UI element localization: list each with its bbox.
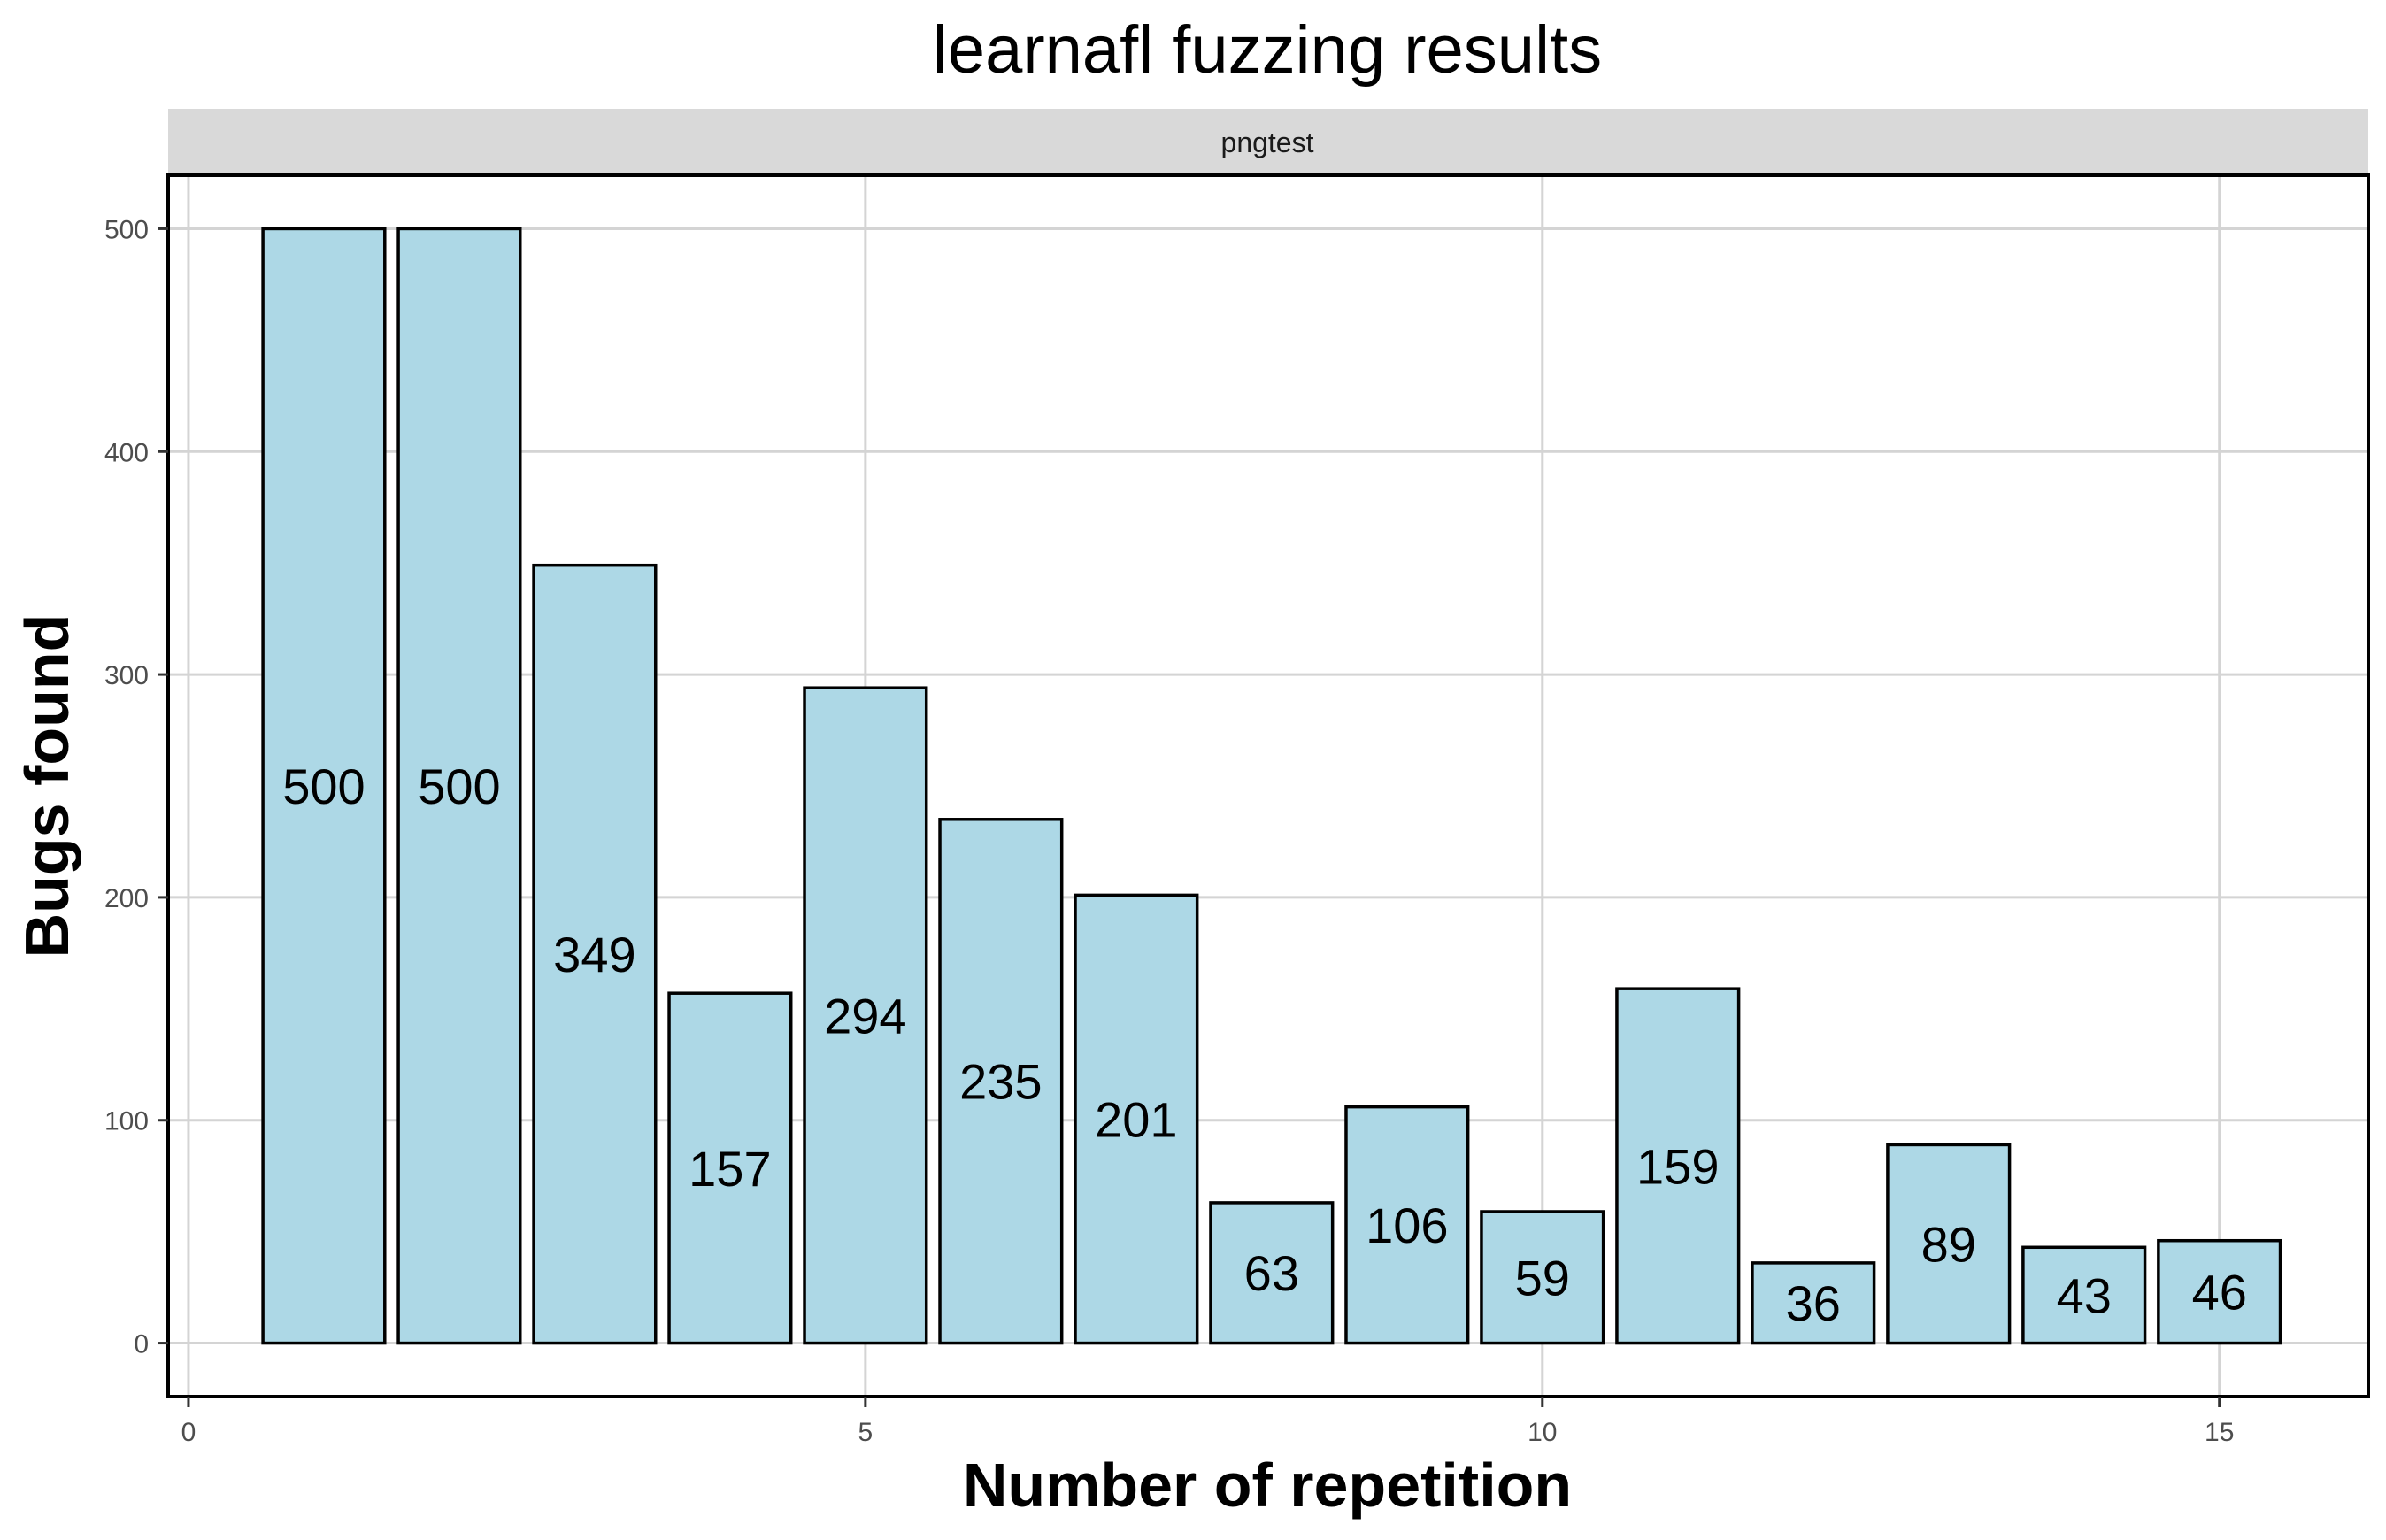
x-axis-ticks: 0 5 10 15: [181, 1397, 2234, 1447]
y-tick-label: 400: [104, 438, 149, 467]
bar-label: 201: [1095, 1091, 1177, 1147]
y-tick-label: 100: [104, 1107, 149, 1136]
bar: [1886, 1143, 2012, 1345]
y-tick-label: 300: [104, 661, 149, 690]
bar: [2021, 1245, 2147, 1345]
bar: [2157, 1238, 2282, 1345]
bar-label: 43: [2057, 1267, 2112, 1323]
bar-label: 36: [1786, 1275, 1841, 1331]
bar: [1209, 1201, 1335, 1345]
bar-label: 159: [1636, 1138, 1719, 1194]
chart-title: learnafl fuzzing results: [933, 12, 1602, 88]
y-axis-title: Bugs found: [12, 614, 81, 959]
bar-label: 59: [1515, 1250, 1570, 1305]
x-tick-label: 10: [1528, 1418, 1557, 1447]
bar-label: 89: [1921, 1217, 1976, 1273]
bar-label: 235: [959, 1054, 1042, 1110]
bar: [803, 686, 928, 1345]
bar: [1615, 987, 1741, 1345]
bar-label: 157: [689, 1141, 771, 1197]
y-axis-ticks: 0 100 200 300 400 500: [104, 215, 168, 1359]
bar: [1074, 893, 1199, 1345]
bars: [261, 227, 2282, 1345]
facet-label: pngtest: [1221, 127, 1314, 158]
bar-label: 106: [1366, 1197, 1448, 1253]
bar-label: 349: [553, 927, 635, 982]
bar-labels: 500 500 349 157 294 235 201 63 106 59 159 36 89 43 46: [282, 758, 2247, 1331]
facet-strip: [168, 109, 2368, 173]
bar: [1480, 1210, 1605, 1345]
y-tick-label: 200: [104, 884, 149, 913]
bar: [396, 227, 522, 1345]
y-tick-label: 500: [104, 215, 149, 244]
bar: [938, 818, 1064, 1345]
bar-label: 46: [2192, 1265, 2247, 1321]
panel-border: [166, 173, 2370, 1398]
x-tick-label: 0: [181, 1418, 196, 1447]
bar: [532, 563, 658, 1345]
x-tick-label: 15: [2205, 1418, 2234, 1447]
bar: [261, 227, 387, 1345]
bar: [1344, 1105, 1470, 1345]
x-axis-title: Number of repetition: [963, 1451, 1572, 1520]
bar: [1751, 1261, 1876, 1345]
y-tick-label: 0: [134, 1330, 149, 1359]
bar-label: 500: [418, 758, 500, 814]
bar-label: 294: [824, 988, 906, 1043]
x-tick-label: 5: [858, 1418, 874, 1447]
bar-label: 63: [1244, 1245, 1299, 1301]
bar-label: 500: [282, 758, 365, 814]
bar: [667, 991, 793, 1345]
